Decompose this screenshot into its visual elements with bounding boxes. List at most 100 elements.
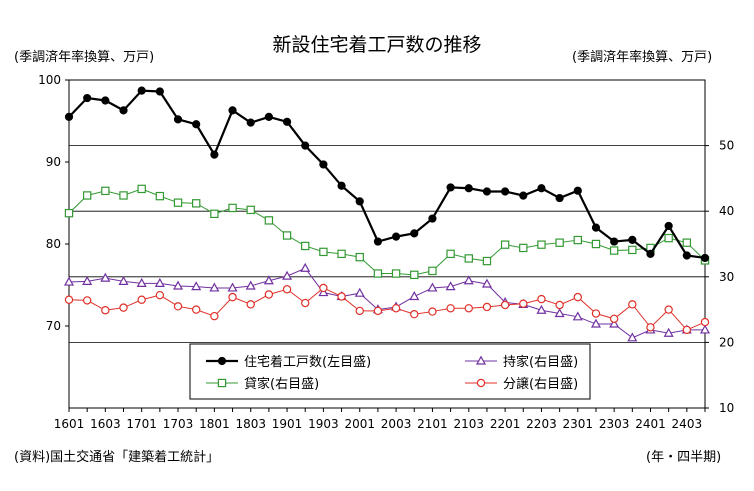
data-point: [446, 249, 455, 259]
data-point: [210, 311, 219, 321]
right-axis-tick-label: 40: [719, 204, 734, 218]
data-point: [427, 282, 438, 292]
data-point: [519, 243, 528, 253]
data-point: [555, 193, 564, 203]
legend-label: 貸家(右目盛): [244, 376, 319, 392]
data-point: [282, 270, 293, 280]
data-point: [246, 205, 255, 215]
data-point: [264, 290, 274, 299]
data-point: [500, 300, 510, 310]
legend-box: [189, 343, 591, 400]
data-point: [136, 277, 147, 287]
data-point: [373, 269, 383, 278]
x-axis-tick-label: 1903: [308, 417, 339, 431]
x-axis-tick-label: 2401: [635, 417, 666, 431]
data-point: [446, 304, 455, 313]
data-point: [700, 317, 710, 327]
data-point: [409, 291, 420, 301]
data-point: [609, 318, 620, 328]
x-axis-tick-label: 1803: [235, 417, 266, 431]
data-point: [245, 280, 256, 290]
data-point: [210, 150, 219, 159]
data-point: [101, 306, 110, 315]
chart-title: 新設住宅着工戸数の推移: [272, 34, 482, 56]
data-point: [537, 294, 546, 304]
data-point: [537, 240, 546, 249]
x-axis-tick-label: 2403: [672, 417, 703, 431]
data-point: [137, 184, 146, 194]
data-point: [373, 306, 383, 316]
data-point: [264, 112, 273, 122]
data-point: [573, 292, 583, 302]
data-point: [572, 311, 583, 321]
data-point: [682, 251, 691, 260]
data-point: [282, 231, 292, 240]
legend-marker: [475, 355, 487, 365]
data-point: [590, 318, 601, 328]
data-point: [646, 323, 655, 332]
data-point: [137, 86, 146, 95]
data-point: [428, 307, 437, 316]
data-point: [100, 272, 111, 282]
legend-label: 住宅着工戸数(左目盛): [244, 354, 371, 370]
right-axis-tick-label: 50: [719, 139, 734, 153]
series-line: [68, 188, 706, 276]
data-point: [228, 203, 237, 213]
data-point: [155, 191, 165, 201]
data-point: [554, 308, 565, 318]
data-point: [628, 300, 637, 309]
x-axis-tick-label: 2303: [599, 417, 630, 431]
x-axis-tick-label: 2301: [563, 417, 594, 431]
data-point: [627, 332, 638, 342]
data-point: [555, 238, 564, 247]
data-point: [301, 141, 310, 150]
data-point: [699, 324, 711, 334]
data-point: [464, 254, 473, 263]
left-axis-tick-label: 70: [46, 319, 61, 333]
data-point: [282, 117, 292, 126]
right-axis-tick-label: 10: [719, 401, 734, 415]
data-point: [301, 241, 310, 251]
data-point: [173, 198, 183, 207]
data-point: [246, 118, 255, 127]
data-point: [191, 305, 201, 314]
data-point: [628, 235, 637, 244]
data-point: [355, 306, 364, 316]
left-axis-unit-label: (季調済年率換算、万戸): [14, 50, 155, 65]
data-point: [664, 221, 673, 231]
data-point: [173, 115, 183, 124]
data-point: [591, 309, 601, 318]
data-point: [682, 238, 692, 247]
data-point: [82, 296, 92, 305]
data-point: [137, 295, 146, 304]
data-point: [210, 209, 219, 219]
data-point: [481, 278, 492, 288]
data-point: [573, 186, 582, 195]
data-point: [682, 325, 692, 335]
left-axis-tick-label: 90: [46, 155, 61, 169]
data-point: [173, 280, 184, 290]
series-line: [68, 89, 706, 260]
data-point: [319, 160, 328, 169]
data-point: [209, 282, 220, 292]
x-axis-tick-label: 2103: [453, 417, 484, 431]
data-point: [246, 300, 255, 309]
data-point: [355, 197, 364, 206]
x-axis-tick-label: 2201: [490, 417, 521, 431]
data-point: [119, 106, 128, 115]
data-point: [64, 208, 74, 218]
data-point: [519, 299, 528, 308]
data-point: [337, 249, 346, 259]
x-axis-tick-label: 1801: [199, 417, 230, 431]
data-point: [155, 87, 164, 96]
data-point: [228, 106, 237, 115]
data-point: [663, 327, 674, 337]
data-point: [337, 292, 346, 301]
x-axis-tick-label: 1901: [272, 417, 303, 431]
left-axis-tick-label: 100: [38, 73, 61, 87]
data-point: [664, 305, 673, 314]
data-point: [300, 262, 311, 272]
data-point: [591, 239, 601, 249]
data-point: [173, 302, 183, 311]
data-point: [301, 298, 310, 308]
